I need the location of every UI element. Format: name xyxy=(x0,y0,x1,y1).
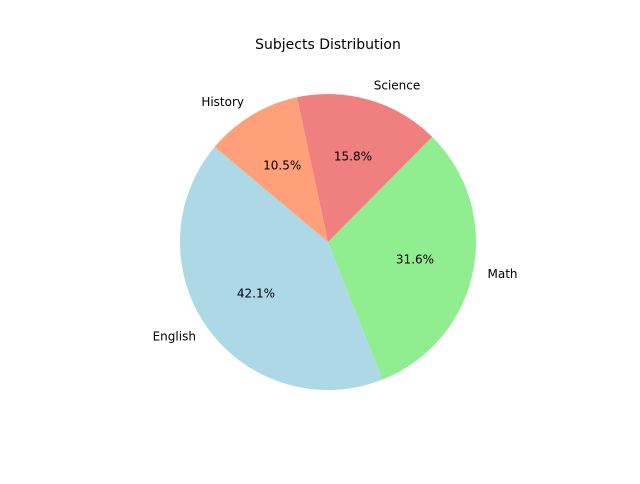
pie-slice-history xyxy=(214,97,328,243)
pie-slices xyxy=(180,94,477,390)
slice-percent-science: 15.8% xyxy=(334,149,372,163)
slice-label-math: Math xyxy=(487,267,517,281)
slice-label-english: English xyxy=(153,330,196,344)
slice-percent-english: 42.1% xyxy=(237,286,275,300)
pie-labels: English 42.1% Math 31.6% Science 15.8% History… xyxy=(153,78,518,343)
slice-percent-history: 10.5% xyxy=(263,158,301,172)
pie-slice-science xyxy=(296,94,433,242)
pie-slice-english xyxy=(180,146,383,390)
pie-slice-math xyxy=(328,136,477,380)
slice-label-history: History xyxy=(201,95,244,109)
slice-percent-math: 31.6% xyxy=(396,252,434,266)
slice-label-science: Science xyxy=(374,78,421,92)
chart-title: Subjects Distribution xyxy=(255,37,401,53)
